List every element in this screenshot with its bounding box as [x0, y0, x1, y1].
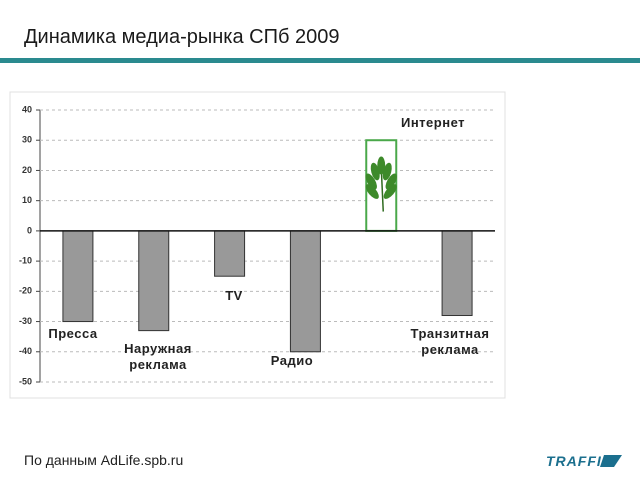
logo: TRAFFIC: [546, 453, 613, 469]
bar: [62, 230, 94, 323]
y-tick-label: -20: [19, 286, 32, 296]
leaf-stem: [380, 167, 384, 212]
category-label: Радио: [270, 353, 314, 368]
bar: [214, 230, 246, 277]
bar: [138, 230, 170, 332]
leaf: [365, 184, 379, 199]
y-tick-label: -30: [19, 316, 32, 326]
y-tick-label: -50: [19, 376, 32, 386]
header-rule: [0, 58, 640, 63]
slide-title: Динамика медиа-рынка СПб 2009: [24, 26, 340, 48]
category-label: Интернет: [400, 115, 465, 130]
leaf: [383, 184, 397, 199]
source-note: По данным AdLife.spb.ru: [24, 452, 184, 468]
category-label: Пресса: [48, 326, 98, 341]
leaf: [377, 156, 386, 175]
category-label: TV: [225, 288, 243, 303]
y-tick-label: 20: [22, 165, 32, 175]
y-tick-label: 40: [22, 104, 32, 114]
leaf: [365, 173, 377, 190]
bar: [441, 230, 473, 317]
leaf: [385, 173, 397, 190]
y-tick-label: 0: [27, 225, 32, 235]
y-tick-label: 30: [22, 135, 32, 145]
y-tick-label: 10: [22, 195, 32, 205]
leaf-icon: [365, 156, 397, 212]
bar: [289, 230, 321, 353]
category-label: Наружная реклама: [124, 341, 192, 372]
y-tick-label: -40: [19, 346, 32, 356]
y-tick-label: -10: [19, 255, 32, 265]
category-label: Транзитная реклама: [410, 326, 490, 357]
logo-mark: [600, 455, 622, 467]
